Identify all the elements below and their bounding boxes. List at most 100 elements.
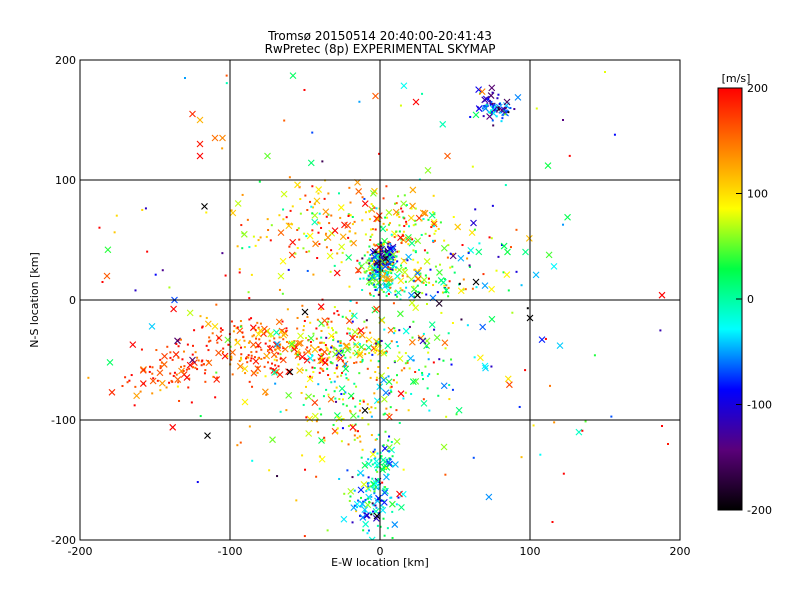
- data-point-dot: [347, 236, 350, 239]
- data-point-dot: [515, 228, 518, 231]
- data-point-dot: [502, 271, 505, 274]
- data-point-dot: [404, 362, 407, 365]
- data-point-dot: [230, 356, 233, 359]
- data-point-cross: [276, 371, 284, 379]
- data-point-dot: [467, 252, 470, 255]
- data-point-dot: [169, 351, 172, 354]
- data-point-dot: [455, 413, 458, 416]
- data-point-dot: [324, 344, 327, 347]
- data-point-dot: [375, 207, 378, 210]
- data-point-cross: [369, 189, 377, 197]
- data-point-dot: [329, 350, 332, 353]
- data-point-cross: [241, 398, 249, 406]
- data-point-cross: [428, 211, 436, 219]
- data-point-dot: [178, 399, 181, 402]
- data-point-dot: [376, 263, 379, 266]
- data-point-dot: [326, 529, 329, 532]
- data-point-dot: [334, 331, 337, 334]
- data-point-dot: [113, 231, 116, 234]
- data-point-dot: [367, 497, 370, 500]
- data-point-dot: [398, 421, 401, 424]
- data-point-dot: [403, 194, 406, 197]
- data-point-cross: [379, 466, 386, 474]
- data-point-dot: [526, 307, 529, 310]
- data-point-dot: [386, 260, 389, 263]
- data-point-dot: [371, 204, 374, 207]
- data-point-dot: [379, 271, 382, 274]
- data-point-dot: [349, 214, 352, 217]
- data-point-dot: [429, 268, 432, 271]
- data-point-cross: [382, 255, 390, 262]
- data-point-dot: [464, 288, 467, 291]
- data-point-dot: [219, 330, 222, 333]
- data-point-dot: [275, 359, 278, 362]
- data-point-dot: [159, 365, 162, 368]
- data-point-cross: [372, 92, 379, 100]
- data-point-dot: [263, 365, 266, 368]
- data-point-dot: [593, 354, 596, 357]
- data-point-dot: [370, 282, 373, 285]
- data-point-cross: [488, 84, 496, 92]
- data-point-dot: [336, 375, 339, 378]
- data-point-dot: [259, 322, 262, 325]
- data-point-dot: [336, 365, 339, 368]
- data-point-cross: [365, 336, 373, 344]
- data-point-dot: [188, 377, 191, 380]
- data-point-dot: [330, 249, 333, 252]
- data-point-dot: [169, 372, 172, 375]
- data-point-cross: [397, 234, 404, 242]
- data-point-dot: [240, 346, 243, 349]
- data-point-dot: [553, 421, 556, 424]
- data-point-dot: [359, 514, 362, 517]
- data-point-dot: [365, 319, 368, 322]
- data-point-dot: [231, 373, 234, 376]
- data-point-dot: [490, 100, 493, 103]
- data-point-dot: [311, 354, 314, 357]
- data-point-dot: [390, 340, 393, 343]
- data-point-cross: [381, 237, 388, 245]
- data-point-dot: [381, 481, 384, 484]
- data-point-dot: [373, 269, 376, 272]
- data-point-dot: [238, 359, 241, 362]
- data-point-dot: [364, 233, 367, 236]
- data-point-dot: [378, 207, 381, 210]
- data-point-cross: [335, 347, 342, 355]
- data-point-dot: [300, 391, 303, 394]
- data-point-cross: [384, 342, 392, 350]
- data-point-dot: [389, 246, 392, 249]
- data-point-dot: [271, 368, 274, 371]
- data-point-dot: [400, 242, 403, 245]
- data-point-dot: [394, 202, 397, 205]
- data-point-dot: [384, 249, 387, 252]
- data-point-dot: [306, 209, 309, 212]
- data-point-dot: [308, 250, 311, 253]
- data-point-dot: [370, 415, 373, 418]
- data-point-dot: [339, 216, 342, 219]
- data-point-dot: [180, 338, 183, 341]
- data-point-cross: [387, 326, 395, 334]
- data-point-dot: [323, 341, 326, 344]
- data-point-cross: [349, 334, 356, 342]
- data-point-cross: [305, 430, 313, 437]
- data-point-dot: [395, 409, 398, 412]
- data-point-dot: [389, 254, 392, 257]
- data-point-dot: [468, 264, 471, 267]
- data-point-dot: [374, 251, 377, 254]
- data-point-dot: [366, 251, 369, 254]
- x-tick-label: 200: [670, 545, 691, 558]
- data-point-cross: [280, 331, 288, 339]
- data-point-dot: [333, 371, 336, 374]
- data-point-dot: [321, 368, 324, 371]
- data-point-cross: [371, 253, 379, 261]
- data-point-dot: [301, 304, 304, 307]
- data-point-dot: [351, 424, 354, 427]
- data-point-dot: [328, 352, 331, 355]
- data-point-dot: [425, 283, 428, 286]
- data-point-dot: [412, 224, 415, 227]
- data-point-dot: [236, 245, 239, 248]
- data-point-dot: [235, 338, 238, 341]
- data-point-cross: [350, 239, 358, 247]
- data-point-cross: [104, 246, 112, 254]
- data-point-dot: [411, 336, 414, 339]
- data-point-dot: [390, 272, 393, 275]
